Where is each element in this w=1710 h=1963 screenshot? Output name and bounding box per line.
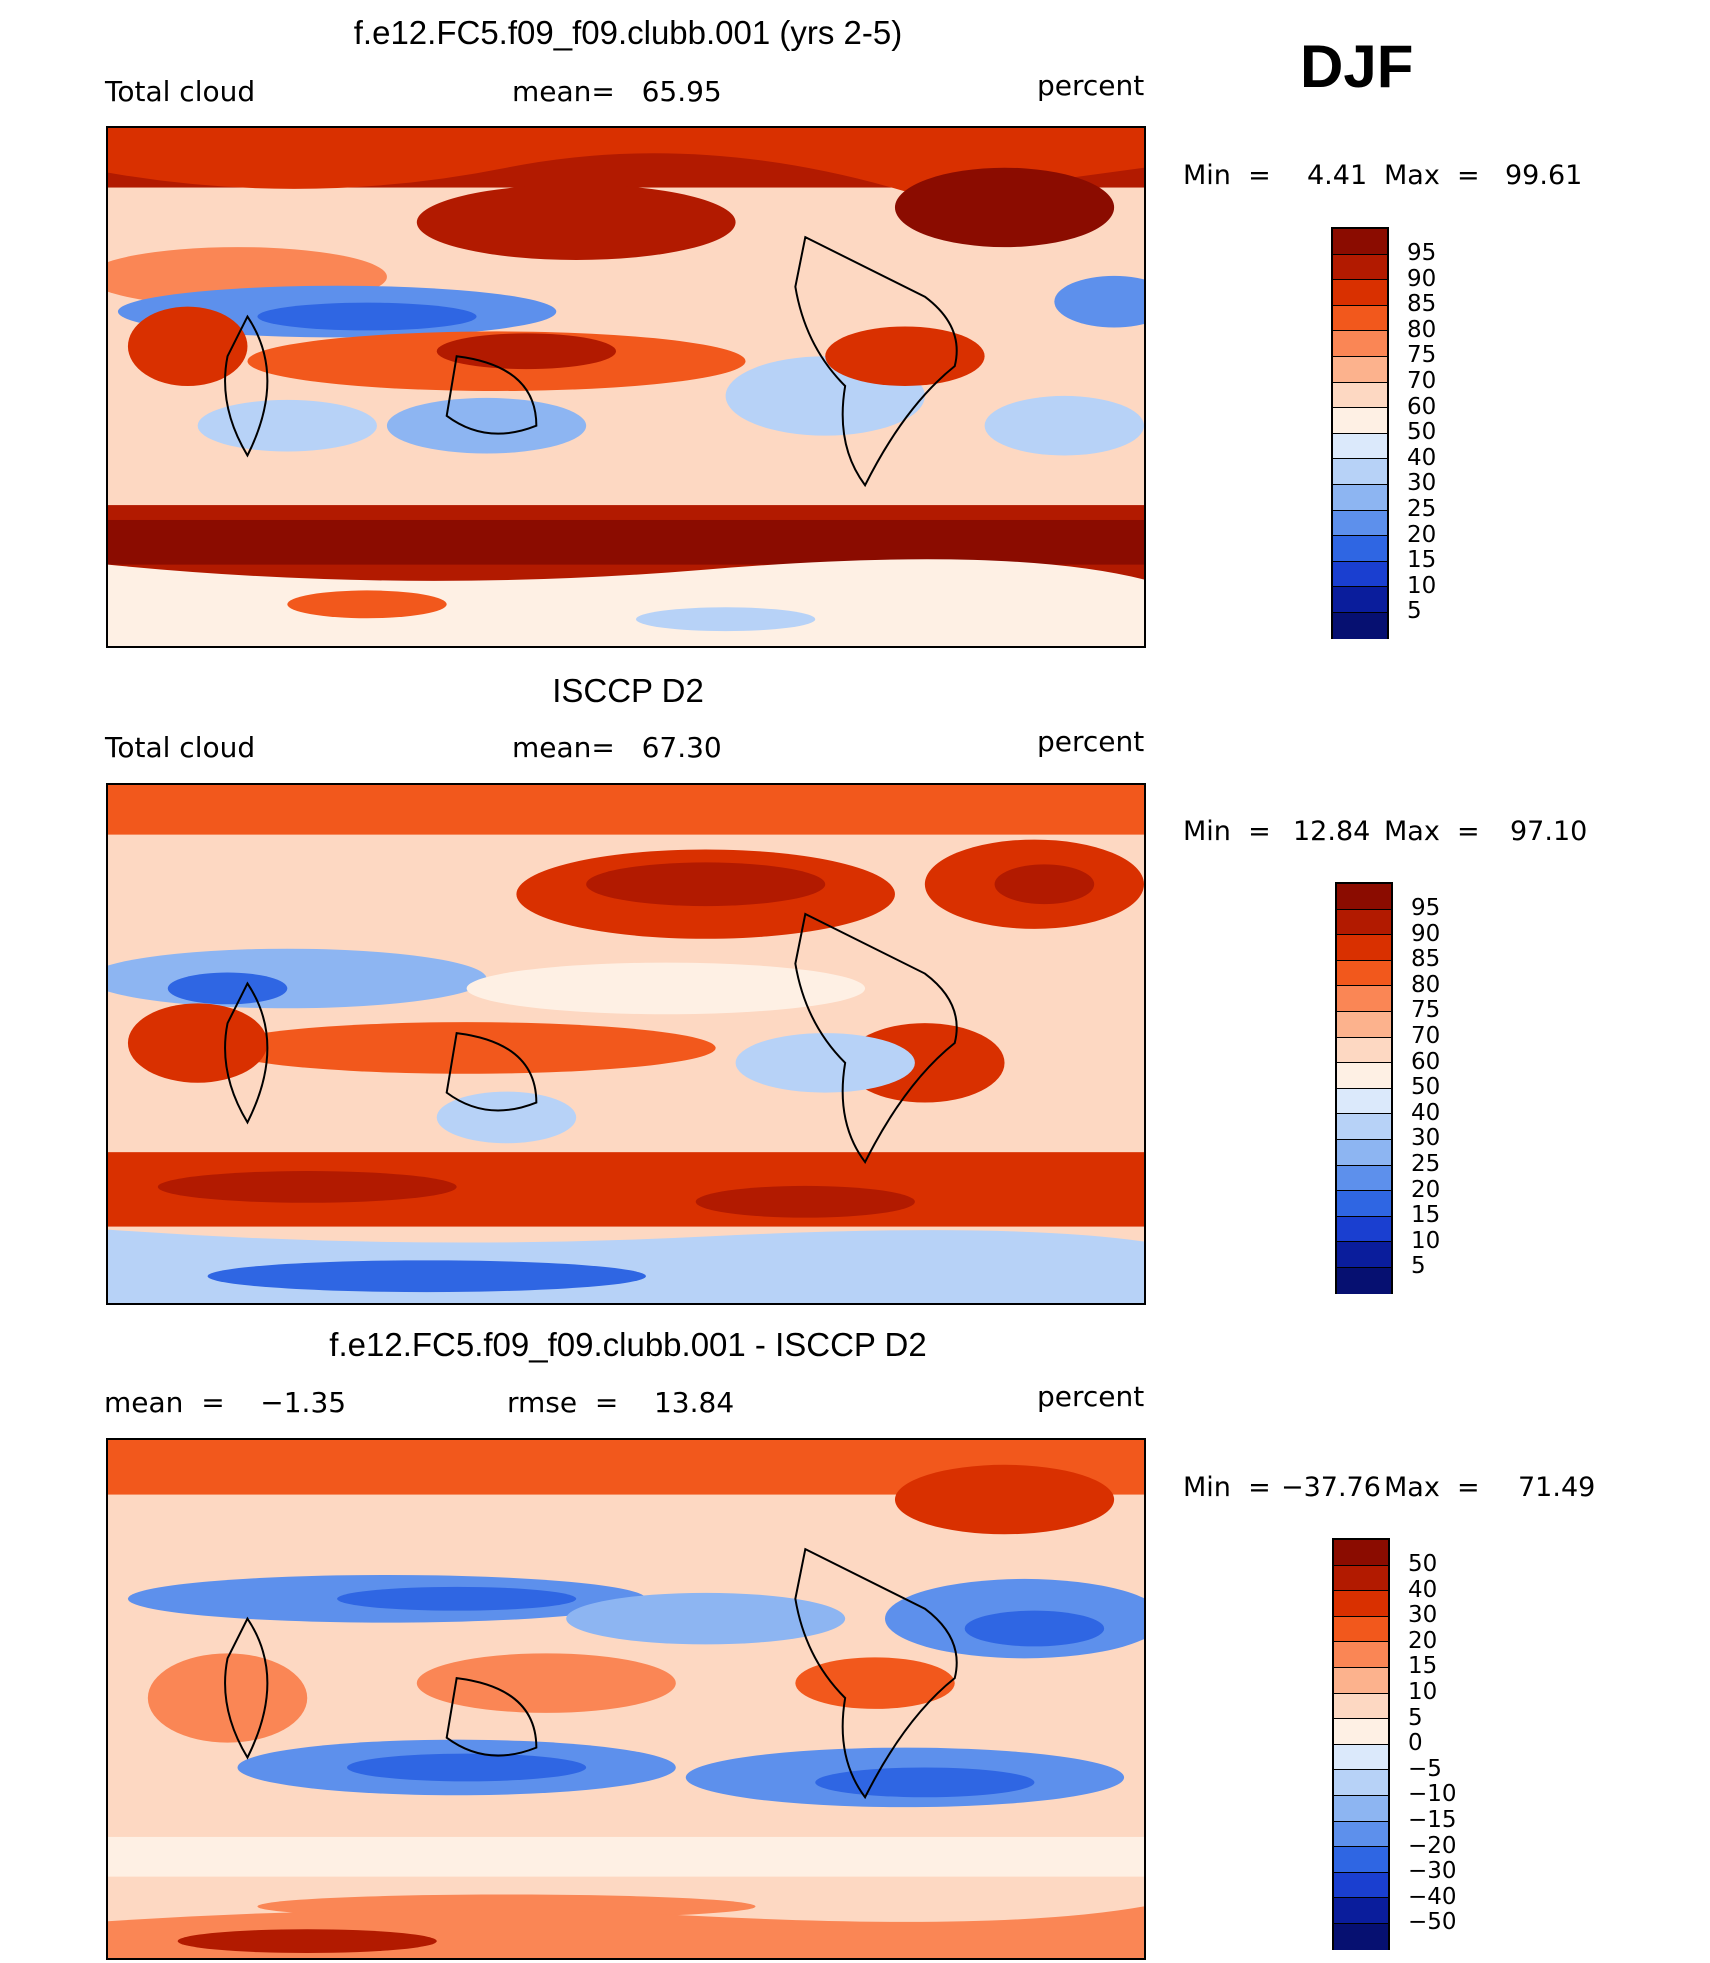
panel1-tick: 10 [1407, 573, 1437, 599]
panel1-variable-label: Total cloud [105, 75, 256, 108]
panel2-units-label: percent [1037, 725, 1145, 758]
panel2-title: ISCCP D2 [552, 672, 704, 709]
panel1-tick: 20 [1407, 522, 1437, 548]
panel2-max-value: 97.10 [1510, 816, 1588, 847]
panel3-tick: −40 [1408, 1884, 1457, 1910]
panel3-max-label: Max = [1384, 1472, 1480, 1503]
season-label: DJF [1300, 33, 1414, 100]
panel2-tick: 90 [1411, 921, 1441, 947]
panel2-variable-label: Total cloud [105, 731, 256, 764]
panel1-mean-label: mean= 65.95 [512, 75, 722, 108]
panel2-min-label: Min = [1183, 816, 1271, 847]
panel1-min-label: Min = [1183, 160, 1271, 191]
panel2-tick: 60 [1411, 1049, 1441, 1075]
panel3-tick: −10 [1408, 1781, 1457, 1807]
panel2-mean-label: mean= 67.30 [512, 731, 722, 764]
panel3-tick: −20 [1408, 1833, 1457, 1859]
panel3-tick: −15 [1408, 1807, 1457, 1833]
panel3-min-value: −37.76 [1281, 1472, 1381, 1503]
panel1-tick: 50 [1407, 419, 1437, 445]
panel2-tick: 80 [1411, 972, 1441, 998]
panel3-tick: 20 [1408, 1628, 1438, 1654]
panel3-tick: −30 [1408, 1858, 1457, 1884]
panel3-colorbar [1332, 1538, 1390, 1950]
panel1-tick: 70 [1407, 368, 1437, 394]
panel2-tick: 25 [1411, 1151, 1441, 1177]
panel2-tick: 75 [1411, 997, 1441, 1023]
panel3-tick: 50 [1408, 1551, 1438, 1577]
panel1-tick: 85 [1407, 291, 1437, 317]
panel3-tick: 40 [1408, 1577, 1438, 1603]
panel1-tick: 5 [1407, 598, 1422, 624]
panel1-tick: 75 [1407, 342, 1437, 368]
panel3-units-label: percent [1037, 1380, 1145, 1413]
panel2-tick: 50 [1411, 1074, 1441, 1100]
panel1-max-value: 99.61 [1505, 160, 1583, 191]
panel2-tick: 10 [1411, 1228, 1441, 1254]
panel1-tick: 25 [1407, 496, 1437, 522]
panel1-tick: 60 [1407, 394, 1437, 420]
panel2-tick: 85 [1411, 946, 1441, 972]
panel2-tick: 70 [1411, 1023, 1441, 1049]
panel2-tick: 20 [1411, 1177, 1441, 1203]
panel3-map [106, 1438, 1146, 1960]
panel2-max-label: Max = [1384, 816, 1480, 847]
panel2-tick: 95 [1411, 895, 1441, 921]
panel1-tick: 40 [1407, 445, 1437, 471]
panel3-tick: 0 [1408, 1730, 1423, 1756]
panel1-tick: 30 [1407, 470, 1437, 496]
panel2-tick: 40 [1411, 1100, 1441, 1126]
panel3-tick: 30 [1408, 1602, 1438, 1628]
panel1-tick: 15 [1407, 547, 1437, 573]
panel2-tick: 30 [1411, 1125, 1441, 1151]
panel2-colorbar [1335, 882, 1393, 1294]
panel3-title: f.e12.FC5.f09_f09.clubb.001 - ISCCP D2 [329, 1326, 927, 1363]
panel3-tick: 15 [1408, 1653, 1438, 1679]
panel2-map [106, 783, 1146, 1305]
panel1-tick: 90 [1407, 266, 1437, 292]
panel2-tick: 15 [1411, 1202, 1441, 1228]
panel1-units-label: percent [1037, 69, 1145, 102]
panel1-min-value: 4.41 [1307, 160, 1368, 191]
panel1-tick: 95 [1407, 240, 1437, 266]
panel3-max-value: 71.49 [1518, 1472, 1596, 1503]
panel3-tick: 10 [1408, 1679, 1438, 1705]
panel3-min-label: Min = [1183, 1472, 1271, 1503]
panel2-min-value: 12.84 [1293, 816, 1371, 847]
panel1-map [106, 126, 1146, 648]
panel1-colorbar [1331, 227, 1389, 639]
panel2-tick: 5 [1411, 1253, 1426, 1279]
panel3-tick: −50 [1408, 1909, 1457, 1935]
panel3-mean-label: mean = −1.35 [104, 1386, 347, 1419]
panel1-max-label: Max = [1384, 160, 1480, 191]
panel1-tick: 80 [1407, 317, 1437, 343]
panel3-tick: −5 [1408, 1756, 1442, 1782]
panel3-tick: 5 [1408, 1705, 1423, 1731]
panel1-title: f.e12.FC5.f09_f09.clubb.001 (yrs 2-5) [353, 14, 903, 51]
panel3-rmse-label: rmse = 13.84 [507, 1386, 735, 1419]
